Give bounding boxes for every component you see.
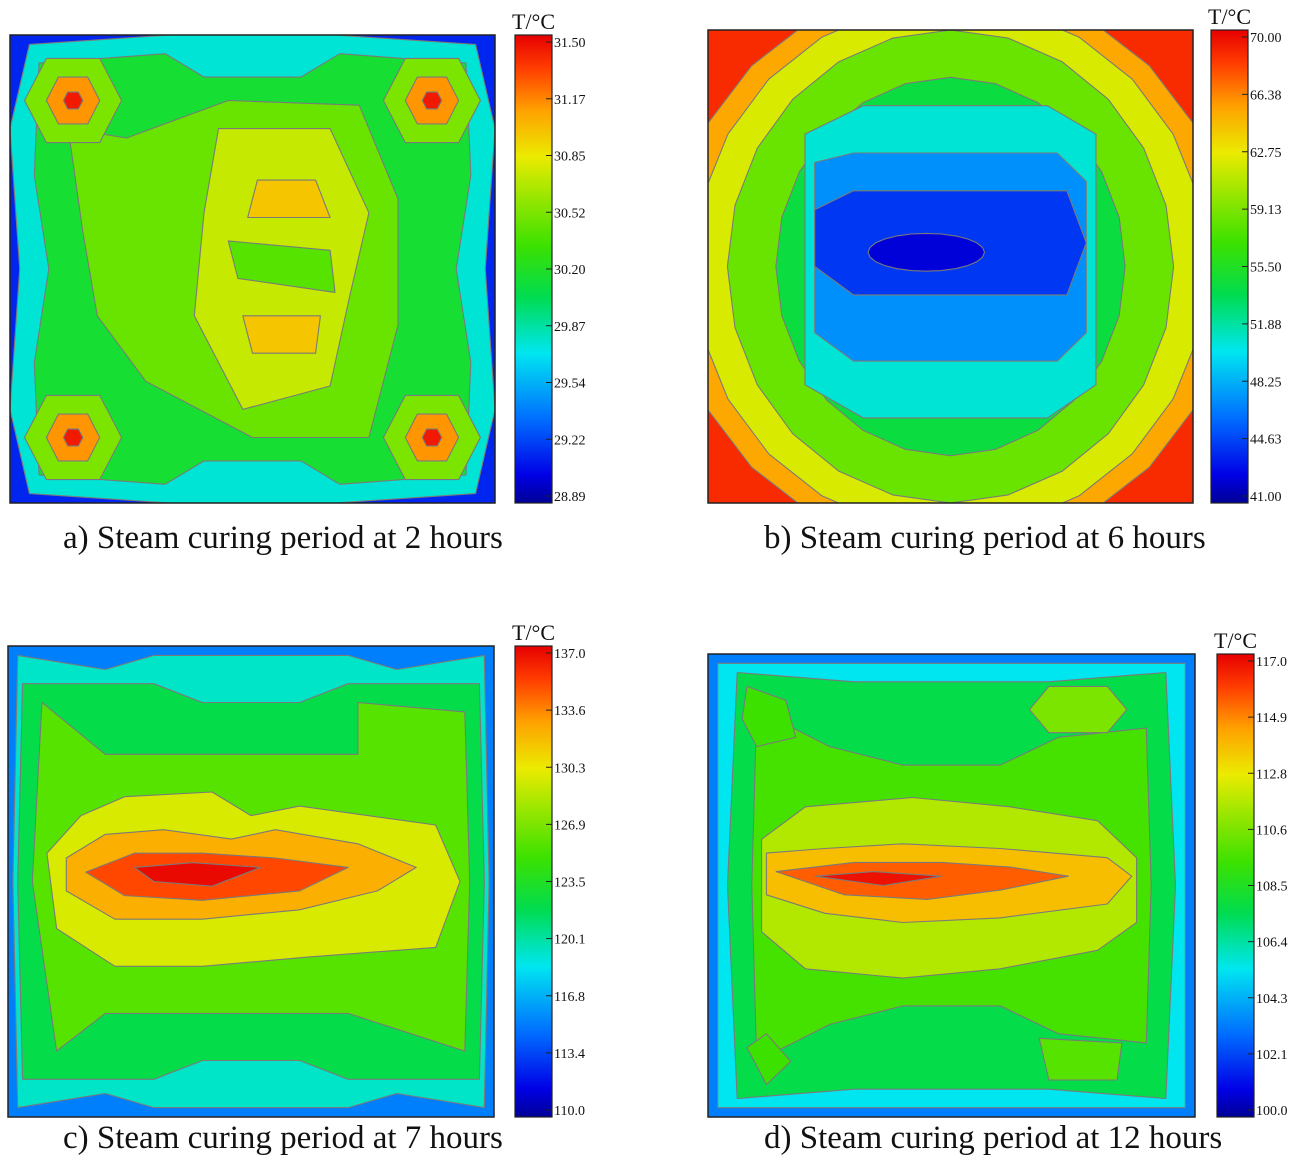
colorbar-tick-label: 113.4 <box>554 1047 585 1062</box>
colorbar-tick-label: 133.6 <box>554 704 586 719</box>
colorbar-tick-label: 110.6 <box>1256 823 1287 838</box>
contour-region <box>242 315 321 354</box>
colorbar-tick-label: 29.22 <box>554 433 586 448</box>
colorbar-tick-label: 102.1 <box>1256 1048 1288 1063</box>
panel-a: T/°C 31.50 31.17 30.85 30.52 30.20 29.87 29.54 2… <box>0 0 656 580</box>
colorbar-tick-label: 100.0 <box>1256 1104 1288 1119</box>
panel-c: T/°C 137.0 133.6 130.3 126.9 123.5 120.1 116.8 1… <box>0 580 656 1160</box>
caption-d: d) Steam curing period at 12 hours <box>764 1120 1223 1156</box>
colorbar-tick-label: 51.88 <box>1250 318 1282 333</box>
colorbar-tick-label: 66.38 <box>1250 88 1282 103</box>
contour-plot-a: T/°C 31.50 31.17 30.85 30.52 30.20 29.87 29.54 2… <box>9 9 586 505</box>
colorbar-tick-label: 137.0 <box>554 647 586 662</box>
colorbar-title: T/°C <box>512 620 555 645</box>
colorbar-tick-label: 31.17 <box>554 93 586 108</box>
colorbar-tick-label: 29.54 <box>554 377 586 392</box>
colorbar-title: T/°C <box>1208 4 1251 29</box>
contour-region <box>741 685 797 748</box>
colorbar-tick-label: 104.3 <box>1256 992 1288 1007</box>
colorbar-tick-label: 106.4 <box>1256 936 1288 951</box>
contour-region <box>775 861 1069 900</box>
contour-region <box>421 428 443 447</box>
colorbar-tick-label: 30.85 <box>554 150 586 165</box>
colorbar-tick-label: 28.89 <box>554 490 586 505</box>
colorbar-tick-label: 44.63 <box>1250 433 1282 448</box>
contour-region <box>133 862 262 887</box>
contour-region <box>227 240 336 293</box>
colorbar-tick-label: 29.87 <box>554 320 586 335</box>
colorbar-tick-label: 59.13 <box>1250 203 1282 218</box>
colorbar-tick-label: 116.8 <box>554 990 585 1005</box>
contour-field <box>10 35 495 503</box>
plot-frame <box>9 34 496 504</box>
caption-a: a) Steam curing period at 2 hours <box>63 520 503 556</box>
contour-region <box>62 428 84 447</box>
contour-region <box>421 91 443 110</box>
colorbar-tick-label: 30.52 <box>554 206 586 221</box>
colorbar-tick-label: 48.25 <box>1250 375 1282 390</box>
colorbar-tick-label: 112.8 <box>1256 767 1287 782</box>
colorbar-tick-label: 55.50 <box>1250 261 1282 276</box>
contour-field <box>8 646 494 1117</box>
contour-region <box>746 1033 792 1086</box>
colorbar <box>1210 29 1249 504</box>
contour-field <box>708 654 1195 1117</box>
panel-d: T/°C 117.0 114.9 112.8 110.6 108.5 106.4 104.3 1… <box>656 580 1312 1160</box>
colorbar-tick-label: 120.1 <box>554 933 586 948</box>
caption-c: c) Steam curing period at 7 hours <box>63 1120 503 1156</box>
contour-region <box>1028 685 1128 734</box>
contour-plot-c: T/°C 137.0 133.6 130.3 126.9 123.5 120.1 116.8 1… <box>7 620 586 1119</box>
colorbar <box>514 34 553 504</box>
colorbar-tick-label: 70.00 <box>1250 31 1282 46</box>
colorbar-tick-label: 114.9 <box>1256 711 1287 726</box>
contour-field <box>708 30 1193 503</box>
plot-frame <box>7 645 495 1118</box>
colorbar-tick-label: 30.20 <box>554 263 586 278</box>
colorbar-title: T/°C <box>1214 628 1257 653</box>
colorbar-tick-label: 117.0 <box>1256 655 1287 670</box>
contour-region <box>814 871 943 887</box>
contour-region <box>867 232 986 272</box>
colorbar-tick-label: 31.50 <box>554 36 586 51</box>
contour-plot-b: T/°C 70.00 66.38 62.75 59.13 55.50 51.88 48.25 4… <box>707 4 1282 505</box>
contour-region <box>62 91 84 110</box>
colorbar-title: T/°C <box>512 9 555 34</box>
plot-frame <box>707 29 1194 504</box>
panel-b: T/°C 70.00 66.38 62.75 59.13 55.50 51.88 48.25 4… <box>656 0 1312 580</box>
colorbar <box>1216 653 1255 1118</box>
colorbar-tick-label: 123.5 <box>554 876 586 891</box>
colorbar-tick-label: 130.3 <box>554 761 586 776</box>
colorbar-tick-label: 108.5 <box>1256 880 1288 895</box>
colorbar-tick-label: 110.0 <box>554 1104 585 1119</box>
colorbar-tick-label: 126.9 <box>554 818 586 833</box>
contour-plot-d: T/°C 117.0 114.9 112.8 110.6 108.5 106.4 104.3 1… <box>707 628 1288 1119</box>
plot-frame <box>707 653 1196 1118</box>
colorbar-tick-label: 62.75 <box>1250 146 1282 161</box>
contour-region <box>247 179 331 219</box>
colorbar-tick-label: 41.00 <box>1250 490 1282 505</box>
contour-region <box>1038 1037 1123 1081</box>
caption-b: b) Steam curing period at 6 hours <box>764 520 1206 556</box>
